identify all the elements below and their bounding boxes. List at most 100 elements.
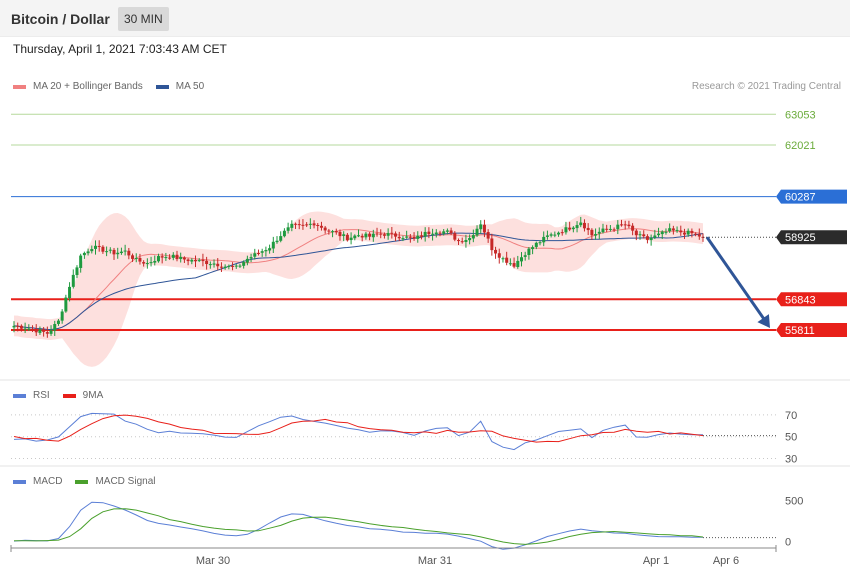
candle-body bbox=[645, 236, 649, 240]
rsi-legend: RSI 9MA bbox=[13, 390, 116, 401]
candle-body bbox=[97, 245, 101, 247]
candle-body bbox=[653, 235, 657, 238]
candle-body bbox=[27, 328, 31, 330]
candle-body bbox=[316, 225, 320, 227]
candle-body bbox=[145, 263, 149, 265]
level-label-55811: 55811 bbox=[785, 325, 815, 337]
candle-body bbox=[34, 329, 38, 333]
timeframe-badge[interactable]: 30 MIN bbox=[118, 7, 169, 31]
candle-body bbox=[82, 252, 86, 256]
candle-body bbox=[105, 251, 109, 253]
candle-body bbox=[19, 325, 23, 329]
candle-body bbox=[531, 247, 535, 250]
candle-body bbox=[219, 266, 223, 268]
candle-body bbox=[575, 225, 579, 229]
candle-body bbox=[275, 240, 279, 243]
candle-body bbox=[208, 264, 212, 266]
candle-body bbox=[631, 225, 635, 231]
candle-body bbox=[205, 260, 209, 265]
macd-legend: MACD MACD Signal bbox=[13, 476, 168, 487]
candle-body bbox=[512, 263, 516, 267]
candle-body bbox=[127, 250, 131, 256]
candle-body bbox=[331, 231, 335, 233]
candle-body bbox=[364, 233, 368, 238]
candle-body bbox=[308, 223, 312, 225]
candle-body bbox=[360, 235, 364, 238]
candle-body bbox=[368, 233, 372, 237]
candle-body bbox=[108, 249, 112, 251]
macd-tick-label: 500 bbox=[785, 495, 803, 507]
candle-body bbox=[49, 330, 53, 334]
candle-body bbox=[449, 230, 453, 234]
candle-body bbox=[45, 332, 49, 334]
ma50-swatch bbox=[155, 84, 169, 89]
candle-body bbox=[149, 262, 153, 264]
projection-arrow bbox=[705, 236, 768, 323]
candle-body bbox=[42, 329, 46, 332]
macd-tick-label: 0 bbox=[785, 537, 791, 549]
candle-body bbox=[319, 225, 323, 228]
candle-body bbox=[186, 259, 190, 262]
candle-body bbox=[301, 224, 305, 226]
candle-body bbox=[231, 265, 235, 267]
candle-body bbox=[153, 260, 157, 263]
candle-body bbox=[156, 256, 160, 262]
rsi-series-line bbox=[13, 414, 704, 443]
candle-body bbox=[31, 328, 35, 330]
candle-body bbox=[245, 258, 249, 263]
last-price-label: 58925 bbox=[785, 232, 816, 244]
candle-body bbox=[482, 224, 486, 233]
candle-body bbox=[253, 253, 257, 257]
candle-body bbox=[134, 258, 138, 260]
candle-body bbox=[334, 230, 338, 233]
candle-body bbox=[468, 238, 472, 241]
copyright-note: Research © 2021 Trading Central bbox=[691, 81, 841, 92]
candle-body bbox=[294, 223, 298, 225]
projection-arrowhead bbox=[757, 314, 770, 328]
candle-body bbox=[434, 232, 438, 235]
candle-body bbox=[490, 238, 494, 251]
candle-body bbox=[601, 228, 605, 233]
level-tag-56843 bbox=[776, 292, 847, 307]
macd-signal-swatch bbox=[75, 479, 89, 484]
ma20-legend-label: MA 20 + Bollinger Bands bbox=[33, 81, 143, 92]
candle-body bbox=[131, 255, 135, 259]
candle-body bbox=[486, 232, 490, 239]
candle-body bbox=[479, 224, 483, 230]
candle-body bbox=[634, 230, 638, 236]
candle-body bbox=[686, 230, 690, 235]
candle-body bbox=[608, 228, 612, 230]
candle-body bbox=[64, 297, 68, 312]
candle-body bbox=[123, 250, 127, 252]
candle-body bbox=[560, 232, 564, 234]
macd-series-line bbox=[13, 501, 703, 550]
bollinger-band bbox=[14, 211, 703, 367]
candle-body bbox=[75, 267, 79, 276]
candle-body bbox=[71, 274, 75, 287]
candle-body bbox=[579, 222, 583, 226]
candle-body bbox=[216, 263, 220, 267]
candle-body bbox=[197, 260, 201, 262]
time-tick-label: Apr 6 bbox=[713, 555, 739, 567]
candle-body bbox=[160, 256, 164, 258]
candle-body bbox=[682, 232, 686, 235]
candle-body bbox=[382, 234, 386, 236]
candle-body bbox=[594, 234, 598, 236]
candle-body bbox=[286, 227, 290, 231]
candle-body bbox=[501, 258, 505, 260]
candle-body bbox=[542, 236, 546, 243]
level-label-56843: 56843 bbox=[785, 294, 816, 306]
candle-body bbox=[664, 231, 668, 233]
candle-body bbox=[416, 235, 420, 239]
candle-body bbox=[405, 236, 409, 238]
macd-legend-label: MACD bbox=[33, 476, 63, 487]
candle-body bbox=[675, 229, 679, 231]
candle-body bbox=[508, 263, 512, 265]
level-label-62021: 62021 bbox=[785, 140, 816, 152]
candle-body bbox=[79, 255, 83, 268]
candle-body bbox=[657, 233, 661, 236]
candle-body bbox=[386, 233, 390, 236]
candle-body bbox=[101, 246, 105, 252]
candle-body bbox=[268, 248, 272, 251]
